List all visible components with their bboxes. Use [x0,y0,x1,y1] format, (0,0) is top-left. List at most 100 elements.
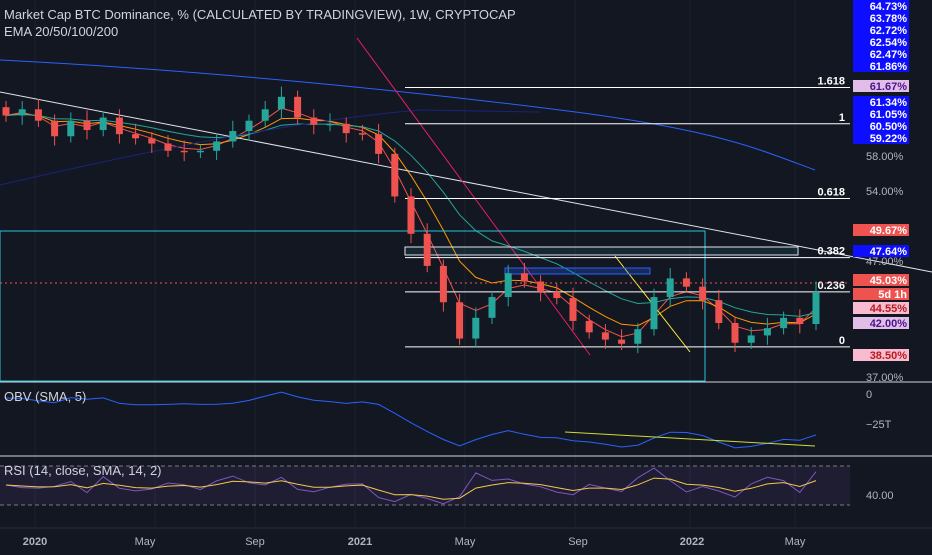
price-label-box [853,24,909,36]
candle-body [780,317,788,329]
chart-title: Market Cap BTC Dominance, % (CALCULATED … [4,7,516,22]
obv-label: OBV (SMA, 5) [4,389,87,404]
price-label-box [853,349,909,361]
price-label-box [853,224,909,236]
trend-lines [0,37,932,382]
candle-body [18,109,26,116]
candle-body [763,328,771,336]
price-label-box [853,48,909,60]
obv-line [5,391,817,449]
price-label-text: 60.50% [870,121,908,133]
ema-200-line [0,59,816,171]
price-label-box [853,108,909,120]
candle-body [796,317,804,325]
candle-body [472,317,480,339]
range-box [0,230,706,382]
price-label-box [853,132,909,144]
candle-body [277,96,285,110]
price-label-text: 61.34% [870,97,908,109]
price-label-box [853,96,909,108]
candle-body [261,109,269,121]
x-axis-tick-label: 2022 [680,536,704,548]
y-axis-tick-label: 58.00% [866,151,904,163]
candle-body [537,281,545,292]
candle-body [666,278,674,298]
price-label-box [853,60,909,72]
price-label-text: 64.73% [870,1,908,13]
obv-pane [5,391,817,449]
price-label-text: 59.22% [870,133,908,145]
resistance-zone [504,267,651,275]
price-label-text: 38.50% [870,350,908,362]
price-label-box [853,36,909,48]
candle-body [342,123,350,134]
ema-100-line [5,113,817,317]
price-label-box [853,302,909,314]
price-label-text: 62.47% [870,49,908,61]
candle-body [699,286,707,301]
ema-50-line [5,113,817,327]
fib-level-label: 1.618 [817,75,845,87]
fib-level-label: 1 [839,112,845,124]
x-axis-tick-label: May [455,536,476,548]
level-zone [404,246,799,256]
candle-body [375,134,383,154]
x-axis-tick-label: Sep [245,536,265,548]
candle-body [488,297,496,318]
x-axis-tick-label: May [135,536,156,548]
candle-body [439,265,447,303]
obv-axis-tick-label: 0 [866,389,872,401]
price-label-text: 61.86% [870,61,908,73]
candle-body [115,117,123,135]
candle-body [650,297,658,330]
price-label-text: 62.54% [870,37,908,49]
grid [0,0,932,529]
candle-body [423,233,431,266]
candle-body [520,273,528,282]
x-axis-tick-label: 2020 [23,536,47,548]
price-label-text: 49.67% [870,225,908,237]
fibonacci-levels: 1.618 1 0.618 0.382 0.236 0 [0,75,850,348]
candle-body [67,120,75,137]
price-labels[interactable]: 64.73%63.78%62.72%62.54%62.47%61.86% 61.6… [853,0,909,362]
price-label-box [853,120,909,132]
candle-body [682,278,690,287]
candle-body [407,196,415,234]
fib-level-label: 0.618 [817,187,845,199]
obv-trendline [564,431,816,447]
candle-body [618,339,626,344]
obv-axis-tick-label: −25T [866,419,892,431]
indicator-label: EMA 20/50/100/200 [4,24,119,39]
candle-body [358,133,366,135]
candle-body [504,273,512,298]
candle-body [99,117,107,131]
candle-body [585,320,593,333]
candle-body [213,141,221,151]
price-label-text: 45.03% [870,275,908,287]
price-label-text: 44.55% [870,303,908,315]
candle-body [229,131,237,142]
candle-body [148,138,156,144]
candle-body [164,143,172,151]
price-label-text: 47.64% [870,246,908,258]
rsi-sma-line [5,477,817,500]
price-label-box [853,317,909,329]
price-label-text: 61.05% [870,109,908,121]
rsi-label: RSI (14, close, SMA, 14, 2) [4,463,162,478]
candle-body [310,117,318,125]
y-axis-tick-label: 54.00% [866,186,904,198]
candle-body [812,291,820,325]
candle-body [34,109,42,121]
ema-200-lower-line [0,109,541,186]
x-axis-tick-label: Sep [568,536,588,548]
downtrend-line [356,37,591,356]
price-label-box [853,288,909,300]
ema-lines [0,59,817,338]
candle-body [634,329,642,344]
price-label-text: 63.78% [870,13,908,25]
candle-body [245,120,253,132]
fib-level-label: 0 [839,335,845,347]
candle-body [456,302,464,339]
candle-body [132,134,140,139]
